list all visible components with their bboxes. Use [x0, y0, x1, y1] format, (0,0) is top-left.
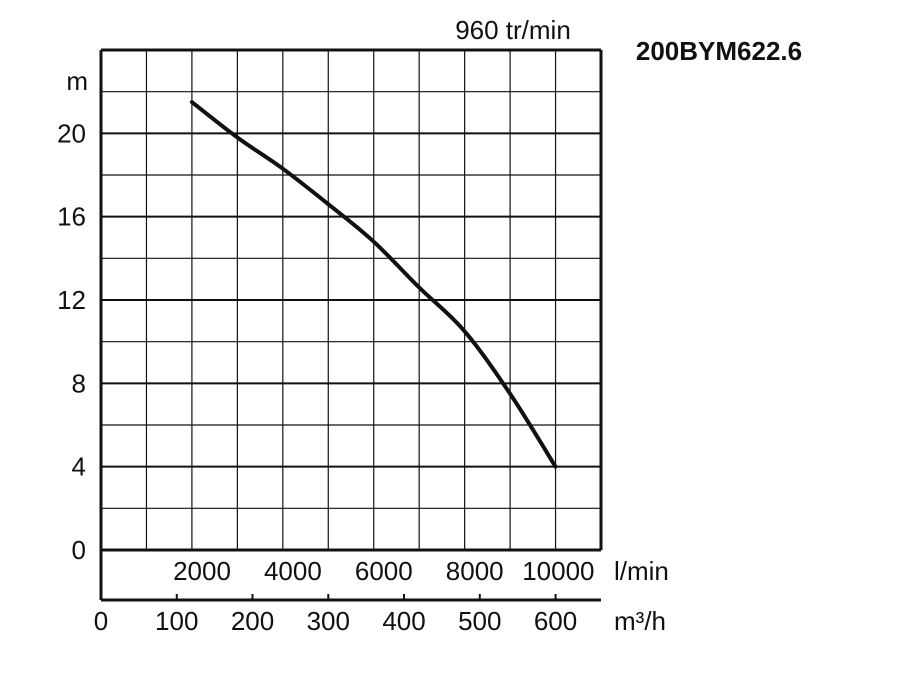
x-primary-unit-label: l/min: [614, 556, 669, 586]
x-primary-tick-label: 6000: [355, 556, 413, 586]
y-tick-label: 0: [72, 535, 86, 565]
x-secondary-unit-label: m³/h: [614, 606, 666, 636]
y-axis-unit-label: m: [66, 66, 88, 96]
x-secondary-tick-labels: 0 100 200 300 400 500 600: [94, 606, 577, 636]
y-tick-labels: 0 4 8 12 16 20: [57, 118, 86, 565]
x-primary-tick-label: 10000: [522, 556, 594, 586]
pump-model-label: 200BYM622.6: [636, 36, 802, 66]
x-secondary-tick-label: 300: [307, 606, 350, 636]
x-secondary-tick-label: 500: [458, 606, 501, 636]
y-tick-label: 8: [72, 368, 86, 398]
x-secondary-tick-label: 200: [231, 606, 274, 636]
y-tick-label: 20: [57, 118, 86, 148]
plot-frame: [99, 48, 603, 602]
horizontal-gridlines: [101, 91, 601, 509]
chart-title: 960 tr/min: [455, 15, 571, 45]
x-secondary-tick-label: 600: [534, 606, 577, 636]
x-primary-tick-label: 4000: [264, 556, 322, 586]
x-primary-tick-labels: 2000 4000 6000 8000 10000: [173, 556, 594, 586]
head-flow-curve: [189, 100, 558, 469]
y-tick-label: 12: [57, 285, 86, 315]
x-primary-tick-label: 8000: [446, 556, 504, 586]
y-tick-label: 16: [57, 202, 86, 232]
x-secondary-tick-label: 400: [382, 606, 425, 636]
x-primary-tick-label: 2000: [173, 556, 231, 586]
x-secondary-tick-label: 100: [155, 606, 198, 636]
x-secondary-tick-label: 0: [94, 606, 108, 636]
y-tick-label: 4: [72, 452, 86, 482]
